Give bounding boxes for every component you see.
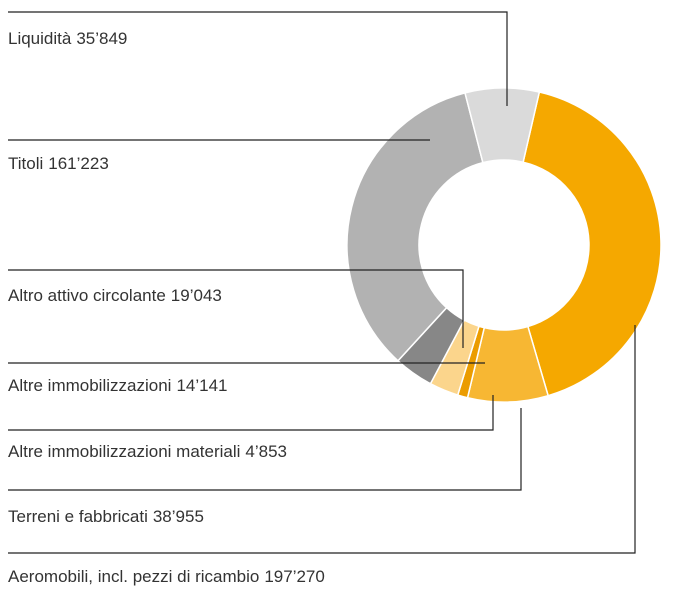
label-category: Titoli: [8, 154, 43, 173]
label-value: 14’141: [176, 376, 227, 395]
leader-line: [8, 408, 522, 491]
segment-label: Altre immobilizzazioni 14’141: [8, 376, 228, 395]
segment-label: Altre immobilizzazioni materiali 4’853: [8, 442, 287, 461]
segment-label: Aeromobili, incl. pezzi di ricambio 197’2…: [8, 567, 325, 586]
donut-segment: [522, 91, 662, 397]
label-value: 197’270: [264, 567, 325, 586]
label-category: Altre immobilizzazioni materiali: [8, 442, 240, 461]
leader-line: [8, 395, 494, 431]
leader-line: [8, 325, 636, 554]
segment-label: Liquidità 35’849: [8, 29, 127, 48]
leader-line: [8, 11, 508, 106]
label-value: 19’043: [171, 286, 222, 305]
label-value: 4’853: [245, 442, 287, 461]
label-category: Altro attivo circolante: [8, 286, 166, 305]
label-category: Altre immobilizzazioni: [8, 376, 171, 395]
label-value: 161’223: [48, 154, 109, 173]
label-category: Liquidità: [8, 29, 72, 48]
segment-label: Terreni e fabbricati 38’955: [8, 507, 204, 526]
label-category: Terreni e fabbricati: [8, 507, 148, 526]
label-value: 38’955: [153, 507, 204, 526]
leader-line: [8, 269, 464, 348]
label-value: 35’849: [76, 29, 127, 48]
segment-label: Titoli 161’223: [8, 154, 109, 173]
segment-label: Altro attivo circolante 19’043: [8, 286, 222, 305]
donut-segment: [346, 92, 484, 362]
label-category: Aeromobili, incl. pezzi di ricambio: [8, 567, 259, 586]
donut-segment: [464, 87, 541, 164]
